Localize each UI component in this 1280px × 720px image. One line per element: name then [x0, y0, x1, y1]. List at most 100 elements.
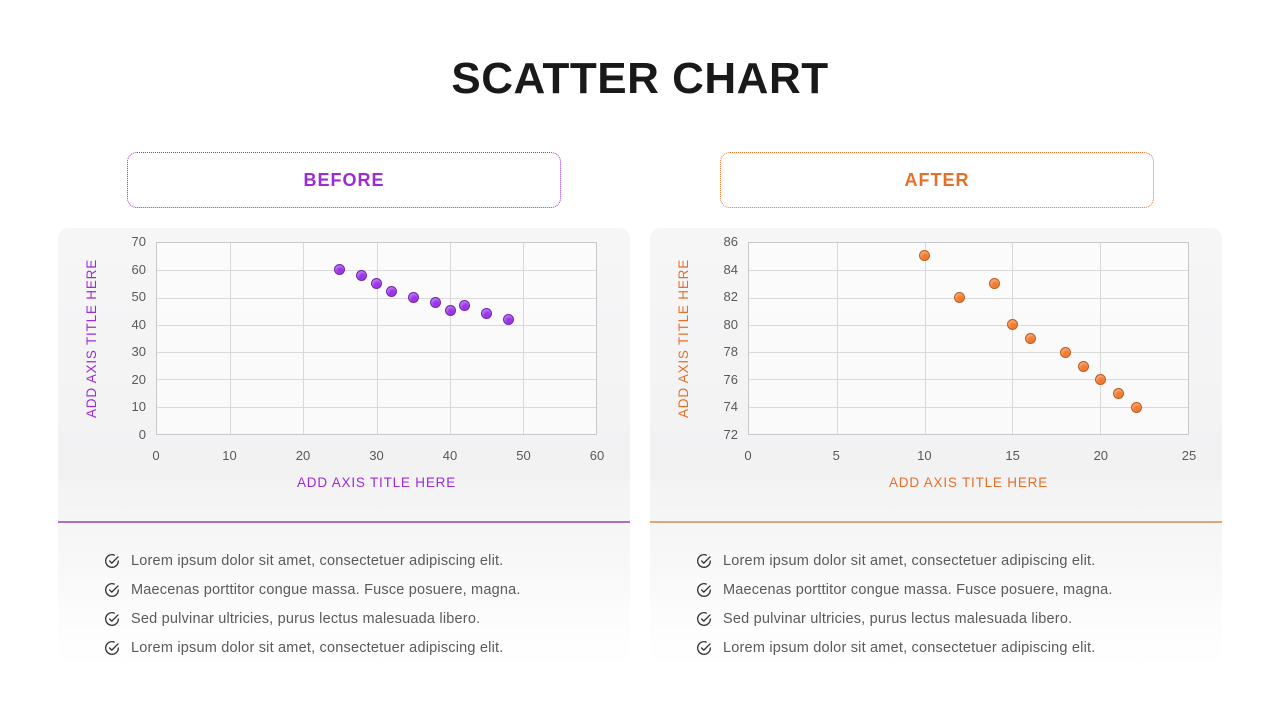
x-tick-label: 5: [832, 448, 840, 463]
after-panel: ADD AXIS TITLE HERE ADD AXIS TITLE HERE …: [650, 228, 1222, 668]
list-item: Maecenas porttitor congue massa. Fusce p…: [104, 575, 622, 604]
gridline: [449, 243, 451, 434]
data-point: [429, 297, 441, 309]
x-tick-label: 20: [295, 448, 311, 463]
x-axis-title: ADD AXIS TITLE HERE: [889, 475, 1048, 490]
gridline: [157, 406, 596, 408]
after-label: AFTER: [904, 169, 970, 190]
x-tick-label: 15: [1005, 448, 1020, 463]
y-tick-label: 82: [723, 289, 738, 305]
bullet-text: Maecenas porttitor congue massa. Fusce p…: [131, 581, 521, 598]
before-label: BEFORE: [303, 169, 385, 190]
list-item: Maecenas porttitor congue massa. Fusce p…: [696, 575, 1214, 604]
after-scatter-chart: ADD AXIS TITLE HERE ADD AXIS TITLE HERE …: [650, 228, 1222, 668]
y-tick-label: 80: [723, 316, 738, 332]
bullet-list: Lorem ipsum dolor sit amet, consectetuer…: [104, 546, 622, 662]
x-tick-label: 0: [744, 448, 752, 463]
data-point: [1077, 360, 1089, 372]
divider-line: [58, 521, 630, 523]
bullet-text: Lorem ipsum dolor sit amet, consectetuer…: [131, 639, 504, 656]
bullet-text: Sed pulvinar ultricies, purus lectus mal…: [131, 610, 481, 627]
y-tick-label: 10: [131, 399, 146, 415]
gridline: [157, 270, 596, 272]
data-point: [444, 305, 456, 317]
divider-line: [650, 521, 1222, 523]
y-tick-label: 84: [723, 261, 738, 277]
y-tick-label: 0: [138, 427, 146, 442]
gridline: [1012, 243, 1014, 434]
x-tick-label: 10: [917, 448, 932, 463]
page-title: SCATTER CHART: [451, 54, 829, 103]
x-tick-label: 20: [1093, 448, 1109, 463]
y-tick-label: 20: [131, 371, 146, 387]
y-axis-title: ADD AXIS TITLE HERE: [675, 259, 691, 418]
check-circle-icon: [696, 582, 712, 598]
data-point: [1007, 319, 1019, 331]
list-item: Sed pulvinar ultricies, purus lectus mal…: [696, 604, 1214, 633]
gridline: [303, 243, 305, 434]
list-item: Lorem ipsum dolor sit amet, consectetuer…: [696, 633, 1214, 662]
data-point: [407, 291, 419, 303]
x-tick-label: 60: [589, 448, 605, 463]
data-point: [356, 269, 368, 281]
x-axis-title: ADD AXIS TITLE HERE: [297, 475, 456, 490]
x-tick-label: 30: [369, 448, 384, 463]
gridline: [157, 379, 596, 381]
gridline: [1100, 243, 1102, 434]
y-tick-label: 76: [723, 371, 738, 387]
y-tick-label: 70: [131, 234, 146, 249]
data-point: [1112, 388, 1124, 400]
bullet-text: Maecenas porttitor congue massa. Fusce p…: [723, 581, 1113, 598]
gridline: [157, 352, 596, 354]
x-tick-label: 10: [222, 448, 237, 463]
y-tick-label: 72: [723, 427, 738, 442]
data-point: [459, 299, 471, 311]
bullet-text: Lorem ipsum dolor sit amet, consectetuer…: [723, 639, 1096, 656]
y-tick-label: 74: [723, 399, 738, 415]
gridline: [924, 243, 926, 434]
gridline: [749, 324, 1188, 326]
data-point: [503, 313, 515, 325]
y-axis-title: ADD AXIS TITLE HERE: [83, 259, 99, 418]
before-scatter-chart: ADD AXIS TITLE HERE ADD AXIS TITLE HERE …: [58, 228, 630, 668]
data-point: [385, 286, 397, 298]
x-tick-label: 40: [442, 448, 458, 463]
y-tick-label: 50: [131, 289, 146, 305]
check-circle-icon: [696, 611, 712, 627]
gridline: [749, 297, 1188, 299]
check-circle-icon: [696, 553, 712, 569]
data-point: [1095, 374, 1107, 386]
data-point: [954, 291, 966, 303]
list-item: Lorem ipsum dolor sit amet, consectetuer…: [104, 546, 622, 575]
plot-area: [748, 242, 1189, 435]
gridline: [836, 243, 838, 434]
bullet-text: Lorem ipsum dolor sit amet, consectetuer…: [723, 552, 1096, 569]
gridline: [157, 297, 596, 299]
check-circle-icon: [104, 553, 120, 569]
before-label-box[interactable]: BEFORE: [127, 152, 561, 208]
data-point: [1060, 346, 1072, 358]
data-point: [334, 264, 346, 276]
list-item: Lorem ipsum dolor sit amet, consectetuer…: [696, 546, 1214, 575]
gridline: [749, 352, 1188, 354]
data-point: [989, 277, 1001, 289]
data-point: [481, 308, 493, 320]
plot-area: [156, 242, 597, 435]
y-tick-label: 78: [723, 344, 738, 360]
data-point: [918, 250, 930, 262]
y-tick-label: 86: [723, 234, 738, 249]
y-tick-label: 40: [131, 316, 146, 332]
gridline: [749, 406, 1188, 408]
data-point: [1130, 401, 1142, 413]
gridline: [230, 243, 232, 434]
data-point: [371, 277, 382, 289]
check-circle-icon: [104, 582, 120, 598]
after-label-box[interactable]: AFTER: [720, 152, 1154, 208]
x-tick-label: 0: [152, 448, 160, 463]
bullet-list: Lorem ipsum dolor sit amet, consectetuer…: [696, 546, 1214, 662]
y-tick-label: 30: [131, 344, 146, 360]
x-tick-label: 50: [516, 448, 531, 463]
data-point: [1024, 333, 1036, 344]
check-circle-icon: [696, 640, 712, 656]
